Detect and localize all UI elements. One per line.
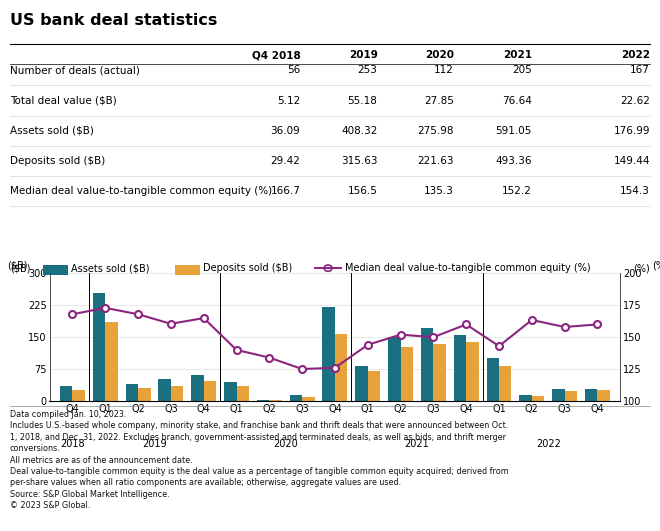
- Text: (%): (%): [634, 263, 650, 273]
- Text: 76.64: 76.64: [502, 96, 532, 106]
- Text: 2022: 2022: [536, 439, 560, 449]
- Bar: [257, 400, 269, 401]
- Bar: [499, 366, 512, 401]
- Text: 275.98: 275.98: [418, 126, 454, 136]
- Text: 221.63: 221.63: [418, 156, 454, 166]
- Bar: [106, 322, 117, 401]
- Text: 36.09: 36.09: [271, 126, 300, 136]
- Bar: [519, 395, 532, 401]
- Bar: [421, 328, 434, 401]
- Text: 55.18: 55.18: [348, 96, 378, 106]
- Text: Deposits sold ($B): Deposits sold ($B): [10, 156, 105, 166]
- Text: ($B): ($B): [10, 263, 30, 273]
- Bar: [171, 386, 183, 401]
- Text: Assets sold ($B): Assets sold ($B): [71, 263, 149, 273]
- Text: 2021: 2021: [405, 439, 430, 449]
- Text: 176.99: 176.99: [614, 126, 650, 136]
- Bar: [125, 384, 138, 401]
- Text: 22.62: 22.62: [620, 96, 650, 106]
- Text: Includes U.S.-based whole company, minority stake, and franchise bank and thrift: Includes U.S.-based whole company, minor…: [10, 422, 508, 430]
- Text: 408.32: 408.32: [341, 126, 378, 136]
- Bar: [302, 397, 315, 401]
- Text: Median deal value-to-tangible common equity (%): Median deal value-to-tangible common equ…: [345, 263, 590, 273]
- Text: Assets sold ($B): Assets sold ($B): [10, 126, 94, 136]
- Text: US bank deal statistics: US bank deal statistics: [10, 13, 217, 28]
- Bar: [204, 381, 216, 401]
- Text: 493.36: 493.36: [496, 156, 532, 166]
- Text: 166.7: 166.7: [271, 186, 300, 196]
- Bar: [388, 337, 401, 401]
- Bar: [597, 390, 610, 401]
- Text: 2020: 2020: [273, 439, 298, 449]
- Bar: [532, 396, 544, 401]
- Text: 2021: 2021: [503, 50, 532, 61]
- Text: 112: 112: [434, 65, 454, 75]
- Bar: [158, 379, 171, 401]
- Bar: [453, 335, 466, 401]
- Text: 156.5: 156.5: [348, 186, 378, 196]
- Text: 315.63: 315.63: [341, 156, 378, 166]
- Bar: [486, 358, 499, 401]
- Text: 27.85: 27.85: [424, 96, 454, 106]
- Text: 167: 167: [630, 65, 650, 75]
- Bar: [93, 294, 106, 401]
- Text: 56: 56: [287, 65, 300, 75]
- Text: 135.3: 135.3: [424, 186, 454, 196]
- Text: Number of deals (actual): Number of deals (actual): [10, 65, 140, 75]
- Text: conversions.: conversions.: [10, 444, 61, 453]
- Bar: [60, 386, 73, 401]
- Text: 2022: 2022: [621, 50, 650, 61]
- Bar: [224, 382, 236, 401]
- Text: © 2023 S&P Global.: © 2023 S&P Global.: [10, 501, 90, 510]
- Text: 2019: 2019: [348, 50, 378, 61]
- Bar: [466, 342, 478, 401]
- Text: 29.42: 29.42: [271, 156, 300, 166]
- Bar: [269, 400, 282, 401]
- Text: Median deal value-to-tangible common equity (%): Median deal value-to-tangible common equ…: [10, 186, 272, 196]
- Text: per-share values when all ratio components are available; otherwise, aggregate v: per-share values when all ratio componen…: [10, 478, 401, 487]
- Text: 149.44: 149.44: [614, 156, 650, 166]
- Text: 2020: 2020: [425, 50, 454, 61]
- Text: 2018: 2018: [60, 439, 84, 449]
- Bar: [401, 347, 413, 401]
- Text: 205: 205: [512, 65, 532, 75]
- Text: 152.2: 152.2: [502, 186, 532, 196]
- Bar: [368, 371, 380, 401]
- Text: 1, 2018, and Dec. 31, 2022. Excludes branch, government-assisted and terminated : 1, 2018, and Dec. 31, 2022. Excludes bra…: [10, 433, 506, 442]
- Text: All metrics are as of the announcement date.: All metrics are as of the announcement d…: [10, 456, 193, 465]
- Text: Deal value-to-tangible common equity is the deal value as a percentage of tangib: Deal value-to-tangible common equity is …: [10, 467, 509, 476]
- Bar: [564, 391, 577, 401]
- Text: 591.05: 591.05: [496, 126, 532, 136]
- Bar: [191, 374, 204, 401]
- Bar: [355, 366, 368, 401]
- Bar: [73, 390, 85, 401]
- Bar: [138, 388, 150, 401]
- Text: 5.12: 5.12: [277, 96, 300, 106]
- Bar: [290, 395, 302, 401]
- Text: ($B): ($B): [7, 261, 27, 271]
- Text: Data compiled Jan. 10, 2023.: Data compiled Jan. 10, 2023.: [10, 410, 126, 419]
- Text: Deposits sold ($B): Deposits sold ($B): [203, 263, 292, 273]
- Text: 154.3: 154.3: [620, 186, 650, 196]
- Bar: [585, 389, 597, 401]
- Bar: [335, 334, 347, 401]
- Text: 2019: 2019: [142, 439, 167, 449]
- Bar: [434, 345, 446, 401]
- Bar: [323, 307, 335, 401]
- Text: Source: S&P Global Market Intelligence.: Source: S&P Global Market Intelligence.: [10, 490, 170, 499]
- Text: Q4 2018: Q4 2018: [251, 50, 300, 61]
- Bar: [236, 387, 249, 401]
- Text: Total deal value ($B): Total deal value ($B): [10, 96, 117, 106]
- Text: 253: 253: [358, 65, 378, 75]
- Bar: [552, 389, 564, 401]
- Text: (%): (%): [652, 261, 660, 271]
